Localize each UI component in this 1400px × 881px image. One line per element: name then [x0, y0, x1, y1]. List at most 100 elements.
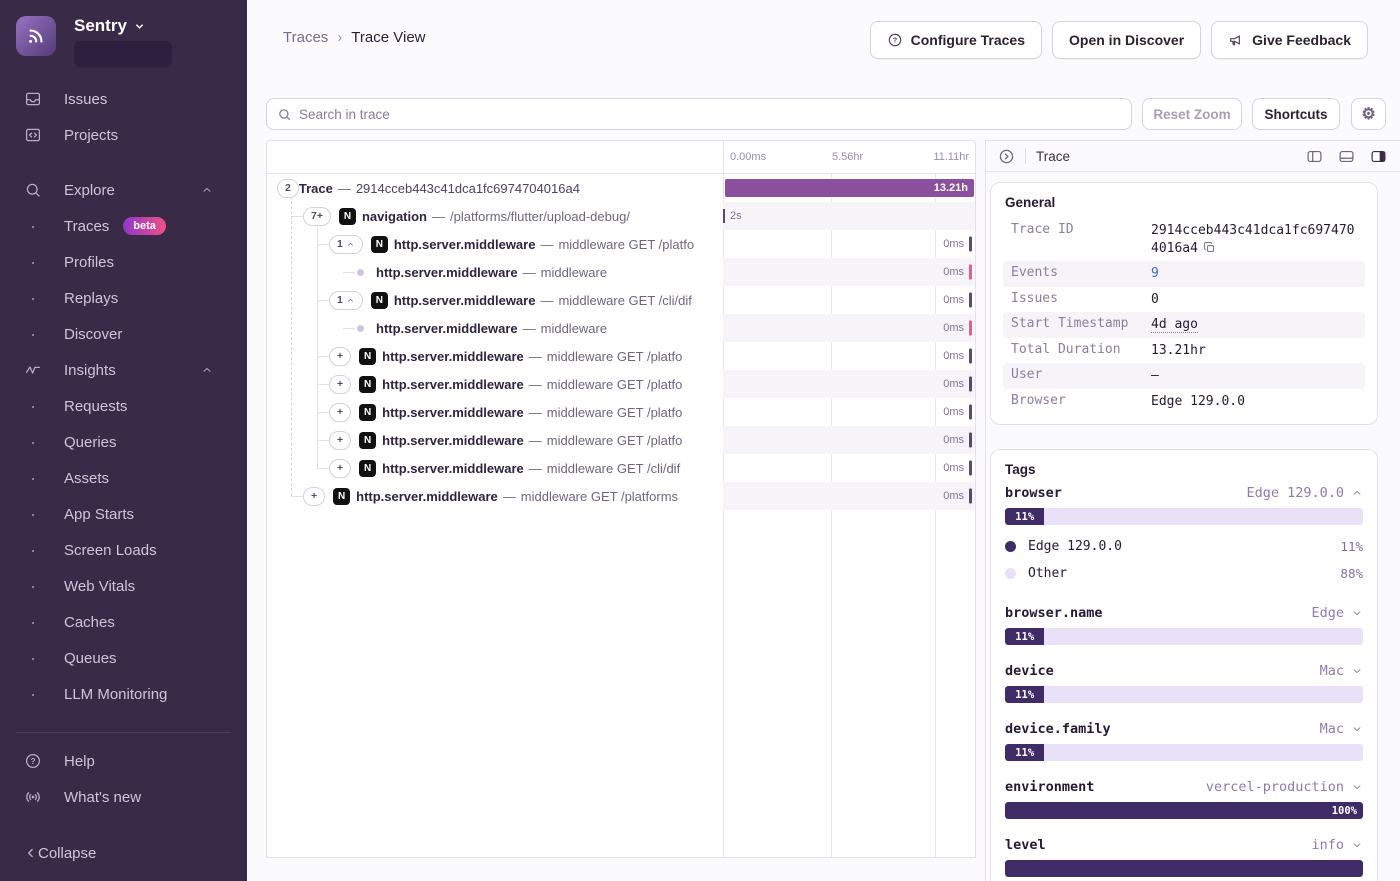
- span-children-toggle[interactable]: +: [329, 430, 352, 450]
- search-input[interactable]: [299, 106, 1121, 122]
- tag-value-toggle[interactable]: vercel-production: [1206, 779, 1363, 795]
- legend-percent: 88%: [1340, 566, 1363, 582]
- span-tick-marker: [969, 320, 972, 336]
- sidebar-item-web-vitals[interactable]: · Web Vitals: [0, 568, 247, 604]
- general-row-value: 2914cceb443c41dca1fc6974704016a4: [1151, 223, 1355, 256]
- circle-chevron-right-icon[interactable]: [998, 148, 1015, 165]
- trace-root-row[interactable]: 2 Trace —2914cceb443c41dca1fc6974704016a4 1…: [267, 174, 975, 202]
- span-children-toggle[interactable]: +: [303, 486, 326, 506]
- span-row[interactable]: http.server.middleware — middleware 0ms: [267, 258, 975, 286]
- breadcrumb-traces[interactable]: Traces: [283, 29, 329, 46]
- tag-legend-row[interactable]: Edge 129.0.0 11%: [1005, 533, 1363, 560]
- tag-value-toggle[interactable]: Mac: [1320, 721, 1363, 737]
- sidebar-item-label: Projects: [64, 126, 119, 144]
- span-children-toggle[interactable]: +: [329, 374, 352, 394]
- tag-value-toggle[interactable]: Edge 129.0.0: [1246, 485, 1363, 501]
- shortcuts-button[interactable]: Shortcuts: [1252, 98, 1340, 130]
- sidebar-item-label: Web Vitals: [64, 577, 136, 595]
- breadcrumb-current: Trace View: [351, 29, 426, 46]
- sidebar-item-what-s-new[interactable]: What's new: [0, 779, 247, 815]
- span-children-toggle[interactable]: +: [329, 458, 352, 478]
- span-tick-marker: [969, 460, 972, 476]
- org-switcher[interactable]: Sentry: [74, 16, 172, 36]
- span-dot-icon: [357, 268, 364, 276]
- sidebar-footer: ? Help What's new: [0, 743, 247, 815]
- sidebar-item-app-starts[interactable]: · App Starts: [0, 496, 247, 532]
- span-children-toggle[interactable]: 7+: [303, 206, 331, 226]
- sidebar-item-label: Assets: [64, 469, 110, 487]
- sidebar-item-llm-monitoring[interactable]: · LLM Monitoring: [0, 676, 247, 712]
- tag-group-device-family: device.family Mac 11%: [1005, 721, 1363, 762]
- settings-gear-button[interactable]: ⚙: [1351, 98, 1386, 130]
- nextjs-icon: N: [338, 207, 356, 225]
- sidebar-item-insights[interactable]: Insights: [0, 352, 247, 388]
- span-separator: —: [522, 264, 536, 280]
- sidebar-item-help[interactable]: ? Help: [0, 743, 247, 779]
- tag-value-toggle[interactable]: info: [1311, 837, 1363, 853]
- open-in-discover-button[interactable]: Open in Discover: [1052, 21, 1202, 59]
- sidebar-item-issues[interactable]: Issues: [0, 81, 247, 117]
- sidebar-item-screen-loads[interactable]: · Screen Loads: [0, 532, 247, 568]
- nextjs-icon: N: [359, 375, 377, 393]
- tag-value-toggle[interactable]: Edge: [1311, 605, 1363, 621]
- sidebar-collapse[interactable]: Collapse: [0, 835, 247, 871]
- span-duration-cell: 0ms: [723, 342, 975, 370]
- sidebar-item-requests[interactable]: · Requests: [0, 388, 247, 424]
- sidebar-item-discover[interactable]: · Discover: [0, 316, 247, 352]
- tag-bar-fill: 11%: [1005, 628, 1045, 646]
- span-row[interactable]: http.server.middleware — middleware 0ms: [267, 314, 975, 342]
- tag-value-toggle[interactable]: Mac: [1320, 663, 1363, 679]
- drawer-header: Trace: [986, 141, 1400, 172]
- tag-legend-row[interactable]: Other 88%: [1005, 560, 1363, 587]
- copy-icon[interactable]: [1203, 241, 1216, 254]
- sidebar-item-projects[interactable]: Projects: [0, 117, 247, 153]
- sidebar-item-queries[interactable]: · Queries: [0, 424, 247, 460]
- configure-traces-button[interactable]: ? Configure Traces: [869, 21, 1043, 59]
- span-children-toggle[interactable]: 1: [329, 234, 363, 254]
- sidebar-item-assets[interactable]: · Assets: [0, 460, 247, 496]
- sidebar-item-queues[interactable]: · Queues: [0, 640, 247, 676]
- span-duration-cell: 0ms: [723, 482, 975, 510]
- panel-left-icon[interactable]: [1305, 148, 1324, 165]
- general-row-events: Events 9: [1003, 261, 1365, 287]
- general-card: General Trace ID 2914cceb443c41dca1fc6974…: [990, 182, 1378, 426]
- span-children-toggle[interactable]: 2: [277, 178, 299, 198]
- sidebar-item-label: Discover: [64, 325, 123, 343]
- nextjs-icon: N: [359, 403, 377, 421]
- tag-value: Mac: [1319, 663, 1344, 680]
- sidebar-nav: Issues Projects Explore · Traces beta · Profile…: [0, 81, 247, 712]
- reset-zoom-button[interactable]: Reset Zoom: [1142, 98, 1242, 130]
- span-separator: —: [540, 292, 554, 308]
- sidebar-item-replays[interactable]: · Replays: [0, 280, 247, 316]
- sidebar-item-profiles[interactable]: · Profiles: [0, 244, 247, 280]
- panel-right-icon[interactable]: [1369, 148, 1388, 165]
- sidebar-item-explore[interactable]: Explore: [0, 172, 247, 208]
- span-children-toggle[interactable]: +: [329, 402, 352, 422]
- span-children-toggle[interactable]: 1: [329, 290, 363, 310]
- panel-bottom-icon[interactable]: [1337, 148, 1356, 165]
- tag-name: level: [1005, 837, 1046, 854]
- general-row-value[interactable]: 9: [1151, 266, 1159, 282]
- sidebar-item-caches[interactable]: · Caches: [0, 604, 247, 640]
- sidebar-item-traces[interactable]: · Traces beta: [0, 208, 247, 244]
- span-description: middleware GET /platforms: [520, 488, 679, 504]
- chevron-up-icon: [201, 184, 213, 196]
- tag-bar-fill: 11%: [1005, 686, 1045, 704]
- give-feedback-button[interactable]: Give Feedback: [1211, 21, 1368, 59]
- span-duration-label: 0ms: [943, 406, 964, 418]
- bullet-icon: ·: [30, 504, 36, 525]
- legend-label: Other: [1028, 566, 1068, 582]
- sentry-logo-icon[interactable]: [16, 16, 56, 56]
- general-row-value: 13.21hr: [1151, 342, 1206, 358]
- general-row-label: Trace ID: [1011, 222, 1074, 237]
- span-children-toggle[interactable]: +: [329, 346, 352, 366]
